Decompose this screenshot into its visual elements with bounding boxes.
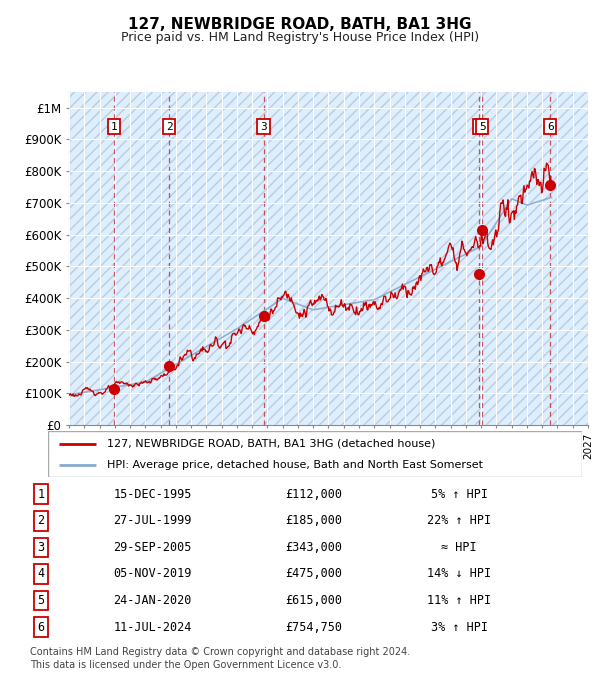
FancyBboxPatch shape xyxy=(48,431,582,477)
Text: 27-JUL-1999: 27-JUL-1999 xyxy=(113,514,191,527)
Text: £185,000: £185,000 xyxy=(286,514,343,527)
Text: 11-JUL-2024: 11-JUL-2024 xyxy=(113,621,191,634)
Text: 1: 1 xyxy=(37,488,44,500)
Text: 4: 4 xyxy=(37,568,44,581)
Text: 1: 1 xyxy=(111,122,118,132)
Text: 3: 3 xyxy=(260,122,267,132)
Text: HPI: Average price, detached house, Bath and North East Somerset: HPI: Average price, detached house, Bath… xyxy=(107,460,483,470)
Text: Price paid vs. HM Land Registry's House Price Index (HPI): Price paid vs. HM Land Registry's House … xyxy=(121,31,479,44)
Text: 3% ↑ HPI: 3% ↑ HPI xyxy=(431,621,488,634)
Text: £615,000: £615,000 xyxy=(286,594,343,607)
Text: 2: 2 xyxy=(166,122,173,132)
Text: 2: 2 xyxy=(37,514,44,527)
Text: 6: 6 xyxy=(547,122,554,132)
Text: 4: 4 xyxy=(475,122,482,132)
Text: 22% ↑ HPI: 22% ↑ HPI xyxy=(427,514,491,527)
Text: 3: 3 xyxy=(37,541,44,554)
Text: Contains HM Land Registry data © Crown copyright and database right 2024.: Contains HM Land Registry data © Crown c… xyxy=(30,647,410,658)
Text: This data is licensed under the Open Government Licence v3.0.: This data is licensed under the Open Gov… xyxy=(30,660,341,670)
Text: £475,000: £475,000 xyxy=(286,568,343,581)
Text: 29-SEP-2005: 29-SEP-2005 xyxy=(113,541,191,554)
Text: 15-DEC-1995: 15-DEC-1995 xyxy=(113,488,191,500)
Text: 05-NOV-2019: 05-NOV-2019 xyxy=(113,568,191,581)
Text: £112,000: £112,000 xyxy=(286,488,343,500)
Text: 11% ↑ HPI: 11% ↑ HPI xyxy=(427,594,491,607)
Text: £343,000: £343,000 xyxy=(286,541,343,554)
Text: 127, NEWBRIDGE ROAD, BATH, BA1 3HG: 127, NEWBRIDGE ROAD, BATH, BA1 3HG xyxy=(128,17,472,32)
Text: ≈ HPI: ≈ HPI xyxy=(442,541,477,554)
Text: 5: 5 xyxy=(479,122,485,132)
Text: 127, NEWBRIDGE ROAD, BATH, BA1 3HG (detached house): 127, NEWBRIDGE ROAD, BATH, BA1 3HG (deta… xyxy=(107,439,435,449)
Text: 24-JAN-2020: 24-JAN-2020 xyxy=(113,594,191,607)
Text: 5: 5 xyxy=(37,594,44,607)
Text: £754,750: £754,750 xyxy=(286,621,343,634)
Text: 6: 6 xyxy=(37,621,44,634)
Bar xyxy=(69,92,588,425)
Text: 5% ↑ HPI: 5% ↑ HPI xyxy=(431,488,488,500)
Text: 14% ↓ HPI: 14% ↓ HPI xyxy=(427,568,491,581)
